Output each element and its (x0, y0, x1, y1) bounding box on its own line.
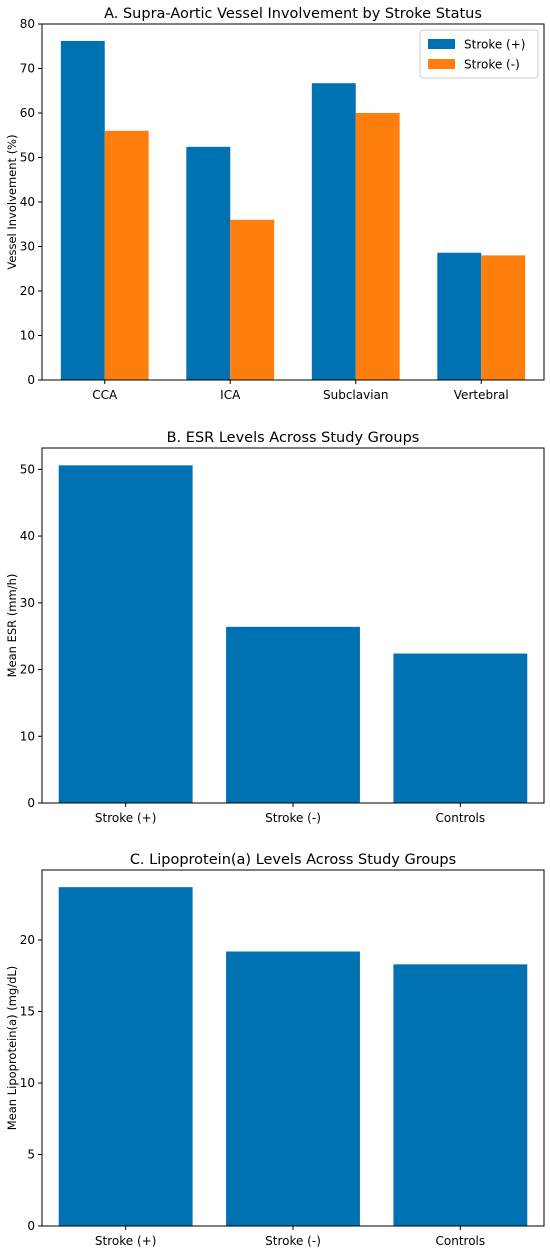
bar (393, 964, 528, 1226)
y-tick-label: 20 (20, 663, 35, 677)
legend-swatch (428, 59, 455, 69)
y-tick-label: 10 (20, 329, 35, 343)
legend-label: Stroke (-) (464, 58, 520, 72)
x-tick-label: ICA (220, 388, 241, 402)
x-tick-label: Controls (436, 1234, 486, 1248)
y-tick-label: 15 (20, 1005, 35, 1019)
y-tick-label: 0 (27, 796, 35, 810)
y-tick-label: 0 (27, 373, 35, 387)
y-tick-label: 10 (20, 1076, 35, 1090)
chart-title: C. Lipoprotein(a) Levels Across Study Gr… (130, 852, 456, 868)
y-tick-label: 30 (20, 240, 35, 254)
x-tick-label: CCA (92, 388, 118, 402)
bar (60, 40, 105, 380)
y-tick-label: 20 (20, 284, 35, 298)
y-axis-label: Vessel Involvement (%) (5, 134, 19, 269)
bar (437, 252, 482, 380)
x-tick-label: Controls (436, 811, 486, 825)
bar (226, 951, 360, 1226)
chart-title: B. ESR Levels Across Study Groups (167, 430, 420, 446)
bar (481, 255, 526, 380)
bar (226, 626, 360, 803)
x-tick-label: Vertebral (454, 388, 509, 402)
bar (355, 113, 400, 380)
bar (58, 887, 193, 1226)
x-tick-label: Stroke (+) (95, 1234, 156, 1248)
y-axis-label: Mean ESR (mm/h) (5, 574, 19, 678)
chart-panel-b: B. ESR Levels Across Study Groups 0 10 20 30… (5, 430, 545, 825)
y-tick-label: 20 (20, 933, 35, 947)
y-tick-label: 50 (20, 151, 35, 165)
legend-swatch (428, 39, 455, 49)
bar (311, 83, 356, 380)
y-tick-label: 50 (20, 462, 35, 476)
y-tick-label: 70 (20, 62, 35, 76)
bar (104, 130, 149, 380)
y-tick-label: 10 (20, 729, 35, 743)
y-axis-label: Mean Lipoprotein(a) (mg/dL) (5, 966, 19, 1131)
bar (393, 653, 528, 803)
y-tick-label: 60 (20, 106, 35, 120)
x-tick-label: Stroke (-) (265, 811, 321, 825)
chart-panel-a: A. Supra-Aortic Vessel Involvement by St… (5, 6, 545, 402)
chart-panel-c: C. Lipoprotein(a) Levels Across Study Gr… (5, 852, 545, 1248)
y-tick-label: 40 (20, 195, 35, 209)
y-tick-label: 40 (20, 529, 35, 543)
bar (230, 219, 275, 380)
x-tick-label: Stroke (+) (95, 811, 156, 825)
legend: Stroke (+) Stroke (-) (419, 29, 539, 79)
x-tick-label: Subclavian (323, 388, 389, 402)
legend-label: Stroke (+) (464, 38, 525, 52)
bar (58, 465, 193, 803)
y-tick-label: 80 (20, 17, 35, 31)
y-tick-label: 30 (20, 596, 35, 610)
y-tick-label: 5 (27, 1148, 35, 1162)
chart-title: A. Supra-Aortic Vessel Involvement by St… (104, 6, 482, 22)
y-tick-label: 0 (27, 1219, 35, 1233)
x-tick-label: Stroke (-) (265, 1234, 321, 1248)
bar (186, 146, 231, 380)
